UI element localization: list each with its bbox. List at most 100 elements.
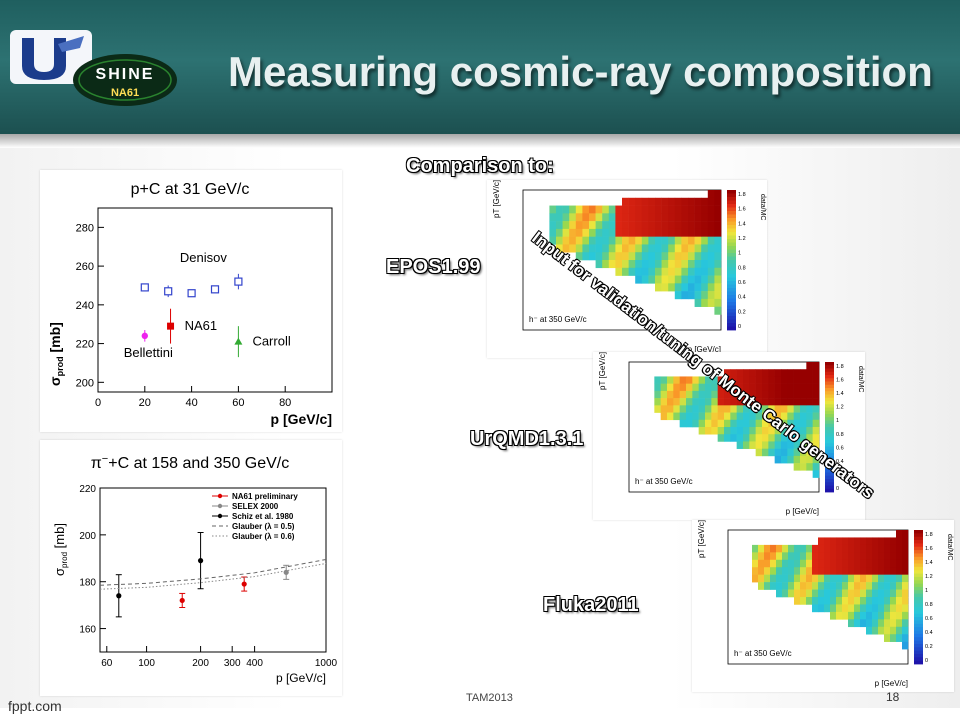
heatmap-cell <box>701 298 709 307</box>
colorbar-tick: 0.8 <box>836 432 844 438</box>
heatmap-cell <box>787 441 794 449</box>
heatmap-cell <box>575 252 583 261</box>
colorbar-cell <box>825 433 834 438</box>
heatmap-cell <box>694 298 702 307</box>
colorbar-cell <box>727 242 736 247</box>
heatmap-cell <box>824 567 831 575</box>
heatmap-cell <box>902 582 909 590</box>
heatmap-cell <box>589 252 596 261</box>
colorbar-cell <box>727 295 736 299</box>
heatmap-cell <box>787 448 794 457</box>
heatmap-cell <box>661 260 669 269</box>
heatmap-cell <box>793 434 801 442</box>
colorbar-cell <box>825 414 834 418</box>
heatmap-cell <box>902 597 909 605</box>
colorbar-cell <box>825 368 834 373</box>
heatmap-cell <box>770 544 777 553</box>
heatmap-cell <box>806 552 813 561</box>
heatmap-cell <box>794 574 801 583</box>
heatmap-cell <box>854 567 861 575</box>
colorbar-cell <box>825 378 834 382</box>
heatmap-cell <box>818 582 825 590</box>
heatmap-epos: h⁻ at 350 GeV/c 1.8 1.6 1.4 1.2 1 0.8 0.6 0.4 0.2… <box>492 180 766 354</box>
x-axis-label: p [GeV/c] <box>276 671 326 685</box>
colorbar-cell <box>914 530 923 534</box>
heatmap-cell <box>884 589 891 598</box>
heatmap-cell <box>668 228 676 237</box>
heatmap-cell <box>762 427 769 435</box>
heatmap-cell <box>878 574 885 583</box>
heatmap-cell <box>800 552 807 561</box>
heatmap-cell <box>890 582 897 590</box>
heatmap-cell <box>866 552 873 561</box>
colorbar-cell <box>727 225 736 229</box>
heatmap-cell <box>764 574 771 583</box>
colorbar-cell <box>825 420 834 425</box>
colorbar-cell <box>914 550 923 554</box>
heatmap-cell <box>774 434 782 442</box>
heatmap-cell <box>562 244 570 253</box>
heatmap-cell <box>628 213 636 222</box>
heatmap-cell <box>806 455 813 464</box>
heatmap-cell <box>806 383 813 392</box>
colorbar-cell <box>914 533 923 538</box>
heatmap-cell <box>884 634 891 642</box>
heatmap-cell <box>589 205 596 214</box>
heatmap-cell <box>668 267 676 276</box>
heatmap-cell <box>872 597 879 605</box>
heatmap-cell <box>668 275 676 284</box>
heatmap-cell <box>654 383 661 392</box>
heatmap-cell <box>661 213 669 222</box>
heatmap-cell <box>896 634 903 642</box>
heatmap-cell <box>836 544 843 553</box>
heatmap-cell <box>602 236 610 245</box>
heatmap-cell <box>673 405 680 413</box>
y-tick-label: 160 <box>79 625 96 636</box>
heatmap-cell <box>848 597 855 605</box>
heatmap-cell <box>793 369 801 377</box>
heatmap-cell <box>692 383 699 392</box>
heatmap-cell <box>641 260 649 269</box>
heatmap-cell <box>884 559 891 568</box>
heatmap-cell <box>824 604 831 613</box>
x-axis-label: p [GeV/c] <box>688 345 721 354</box>
heatmap-cell <box>878 619 885 628</box>
heatmap-cell <box>782 544 789 553</box>
heatmap-cell <box>806 441 813 449</box>
heatmap-cell <box>717 383 725 392</box>
heatmap-cell <box>768 427 775 435</box>
heatmap-cell <box>774 390 782 399</box>
heatmap-cell <box>872 604 879 613</box>
heatmap-cell <box>902 552 909 561</box>
heatmap-cell <box>714 197 722 206</box>
heatmap-cell <box>781 405 788 413</box>
heatmap-cell <box>781 383 788 392</box>
heatmap-cell <box>842 537 849 546</box>
heatmap-cell <box>902 641 909 650</box>
heatmap-cell <box>749 419 756 428</box>
heatmap-cell <box>681 197 689 206</box>
heatmap-cell <box>787 412 794 421</box>
heatmap-cell <box>688 236 695 245</box>
heatmap-cell <box>681 213 689 222</box>
heatmap-cell <box>812 434 820 442</box>
heatmap-cell <box>615 205 623 214</box>
heatmap-cell <box>774 383 782 392</box>
heatmap-cell <box>622 228 629 237</box>
heatmap-cell <box>902 567 909 575</box>
heatmap-cell <box>764 544 771 553</box>
heatmap-cell <box>800 582 807 590</box>
heatmap-cell <box>556 228 563 237</box>
x-tick-label: 80 <box>279 397 291 409</box>
colorbar-cell <box>825 479 834 483</box>
heatmap-cell <box>549 236 557 245</box>
heatmap-cell <box>830 544 837 553</box>
heatmap-cell <box>698 405 706 413</box>
heatmap-cell <box>681 228 689 237</box>
y-axis-label: pT [GeV/c] <box>598 352 607 390</box>
colorbar-tick: 0.2 <box>738 309 746 315</box>
heatmap-cell <box>688 252 695 261</box>
heatmap-cell <box>711 427 718 435</box>
heatmap-cell <box>842 552 849 561</box>
colorbar-cell <box>825 436 834 441</box>
